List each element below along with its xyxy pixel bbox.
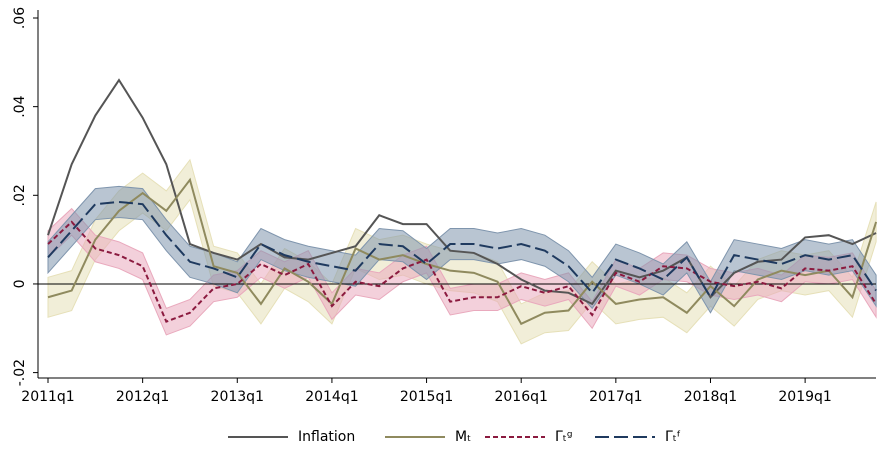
x-tick-label: 2016q1 — [494, 389, 547, 405]
y-tick-label: 0 — [12, 279, 28, 288]
legend-label: Inflation — [298, 429, 355, 445]
x-tick-label: 2011q1 — [21, 389, 74, 405]
legend-label: Γₜᵍ — [555, 429, 573, 445]
y-tick-label: .06 — [12, 7, 28, 29]
y-tick-label: -.02 — [12, 359, 28, 386]
x-tick-label: 2012q1 — [116, 389, 169, 405]
x-tick-label: 2019q1 — [778, 389, 831, 405]
legend-label: Γₜᶠ — [665, 429, 681, 445]
x-tick-label: 2013q1 — [211, 389, 264, 405]
series-line — [47, 220, 877, 323]
x-tick-label: 2017q1 — [589, 389, 642, 405]
series-line — [47, 177, 878, 326]
confidence-band — [47, 185, 877, 314]
series-line — [47, 200, 877, 300]
y-tick-label: .04 — [12, 95, 28, 117]
x-tick-label: 2015q1 — [400, 389, 453, 405]
series-line — [47, 78, 877, 306]
x-tick-label: 2014q1 — [305, 389, 358, 405]
x-tick-label: 2018q1 — [684, 389, 737, 405]
legend-label: Mₜ — [455, 429, 471, 445]
y-tick-label: .02 — [12, 184, 28, 206]
